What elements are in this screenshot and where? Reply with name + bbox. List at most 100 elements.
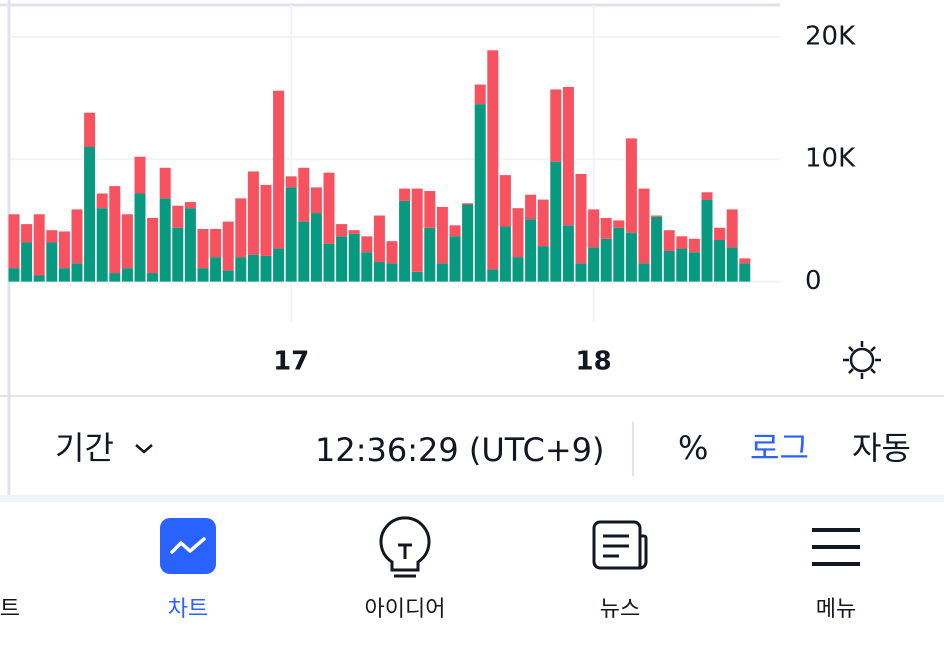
volume-bar bbox=[134, 156, 146, 194]
volume-bar bbox=[222, 221, 234, 271]
volume-bar bbox=[109, 186, 121, 274]
volume-bar bbox=[21, 224, 33, 243]
volume-bar bbox=[411, 188, 423, 272]
settings-icon[interactable] bbox=[843, 341, 881, 379]
volume-bar bbox=[701, 192, 713, 200]
volume-bar bbox=[550, 89, 562, 162]
volume-bar bbox=[575, 263, 587, 282]
volume-bar bbox=[638, 188, 650, 264]
volume-bar bbox=[336, 224, 348, 237]
ideas-icon[interactable] bbox=[379, 516, 431, 578]
volume-bar bbox=[373, 215, 385, 263]
volume-bar bbox=[726, 247, 738, 282]
volume-bar bbox=[247, 171, 259, 255]
volume-bar bbox=[625, 138, 637, 233]
x-tick-label: 17 bbox=[273, 347, 309, 377]
nav-label[interactable]: 아이디어 bbox=[365, 597, 446, 622]
volume-bar bbox=[739, 263, 751, 282]
volume-bar bbox=[424, 191, 436, 228]
nav-label[interactable]: 트 bbox=[0, 597, 20, 622]
volume-bar bbox=[613, 220, 625, 228]
period-button[interactable]: 기간 bbox=[55, 429, 114, 467]
volume-bar bbox=[512, 257, 524, 282]
volume-bar bbox=[588, 209, 600, 248]
nav-label[interactable]: 차트 bbox=[168, 597, 208, 622]
volume-bar bbox=[71, 209, 83, 264]
volume-bar bbox=[247, 254, 259, 282]
menu-icon[interactable] bbox=[812, 528, 860, 566]
volume-bar bbox=[84, 146, 96, 282]
volume-bar bbox=[739, 258, 751, 264]
volume-bar bbox=[562, 225, 574, 282]
volume-bar bbox=[399, 200, 411, 282]
volume-bar bbox=[222, 270, 234, 282]
volume-bar bbox=[613, 227, 625, 282]
volume-bar bbox=[411, 271, 423, 282]
clock[interactable]: 12:36:29 (UTC+9) bbox=[315, 431, 604, 469]
volume-bar bbox=[487, 269, 499, 282]
volume-bar bbox=[361, 252, 373, 282]
volume-bar bbox=[210, 228, 222, 258]
volume-bar bbox=[33, 214, 45, 276]
volume-bar bbox=[386, 241, 398, 264]
plot: 0 10K 20K 17 18 bbox=[8, 5, 856, 377]
nav-label[interactable]: 메뉴 bbox=[816, 597, 856, 622]
nav-labels: 트 차트 아이디어 뉴스 메뉴 bbox=[0, 597, 856, 622]
volume-bar bbox=[323, 172, 335, 244]
volume-bar bbox=[688, 252, 700, 282]
news-icon[interactable] bbox=[592, 520, 648, 570]
volume-bar bbox=[487, 50, 499, 270]
volume-bar bbox=[96, 193, 108, 209]
volume-bar bbox=[550, 161, 562, 282]
volume-bar bbox=[462, 203, 474, 205]
chevron bbox=[135, 444, 153, 454]
volume-bar bbox=[701, 199, 713, 282]
volume-bar bbox=[235, 198, 247, 258]
volume-bar bbox=[676, 248, 688, 282]
volume-bar bbox=[373, 262, 385, 282]
volume-bar bbox=[600, 217, 612, 239]
volume-bar bbox=[651, 215, 663, 217]
volume-bar bbox=[600, 238, 612, 282]
volume-bar bbox=[688, 238, 700, 253]
volume-bar bbox=[8, 268, 20, 282]
volume-bar bbox=[260, 184, 272, 256]
volume-bar bbox=[310, 213, 322, 282]
volume-bar bbox=[46, 242, 58, 282]
volume-bar bbox=[714, 227, 726, 240]
volume-bar bbox=[235, 257, 247, 282]
volume-bar bbox=[147, 217, 159, 274]
volume-bar bbox=[121, 214, 133, 269]
volume-bar bbox=[46, 230, 58, 243]
volume-bar bbox=[663, 251, 675, 282]
percent-button[interactable]: % bbox=[678, 429, 708, 467]
chart-icon[interactable] bbox=[160, 518, 216, 574]
auto-button[interactable]: 자동 bbox=[852, 429, 911, 467]
volume-bar bbox=[386, 263, 398, 282]
volume-bar bbox=[525, 194, 537, 220]
volume-bar bbox=[273, 90, 285, 249]
volume-bar bbox=[399, 188, 411, 201]
volume-bar bbox=[323, 243, 335, 282]
nav-label[interactable]: 뉴스 bbox=[600, 597, 640, 622]
volume-bar bbox=[172, 205, 184, 228]
log-button[interactable]: 로그 bbox=[750, 429, 809, 467]
volume-bar bbox=[172, 227, 184, 282]
volume-bar bbox=[537, 246, 549, 282]
volume-bar bbox=[134, 193, 146, 282]
y-tick-label: 20K bbox=[805, 21, 856, 51]
volume-bar bbox=[676, 236, 688, 249]
y-tick-label: 0 bbox=[805, 266, 822, 296]
volume-bar bbox=[474, 84, 486, 105]
volume-bar bbox=[159, 167, 171, 199]
volume-bar bbox=[184, 202, 196, 209]
volume-bar bbox=[273, 248, 285, 282]
y-tick-label: 10K bbox=[805, 144, 856, 174]
volume-bar bbox=[348, 230, 360, 234]
volume-bar bbox=[537, 199, 549, 247]
volume-bar bbox=[33, 275, 45, 282]
volume-bar bbox=[109, 273, 121, 282]
volume-bar bbox=[348, 233, 360, 282]
volume-bar bbox=[436, 206, 448, 264]
